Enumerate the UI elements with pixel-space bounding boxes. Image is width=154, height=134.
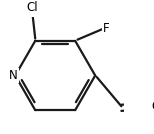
Text: N: N bbox=[9, 69, 18, 82]
Text: Cl: Cl bbox=[26, 1, 38, 14]
Text: O: O bbox=[151, 100, 154, 113]
Text: F: F bbox=[103, 22, 109, 35]
